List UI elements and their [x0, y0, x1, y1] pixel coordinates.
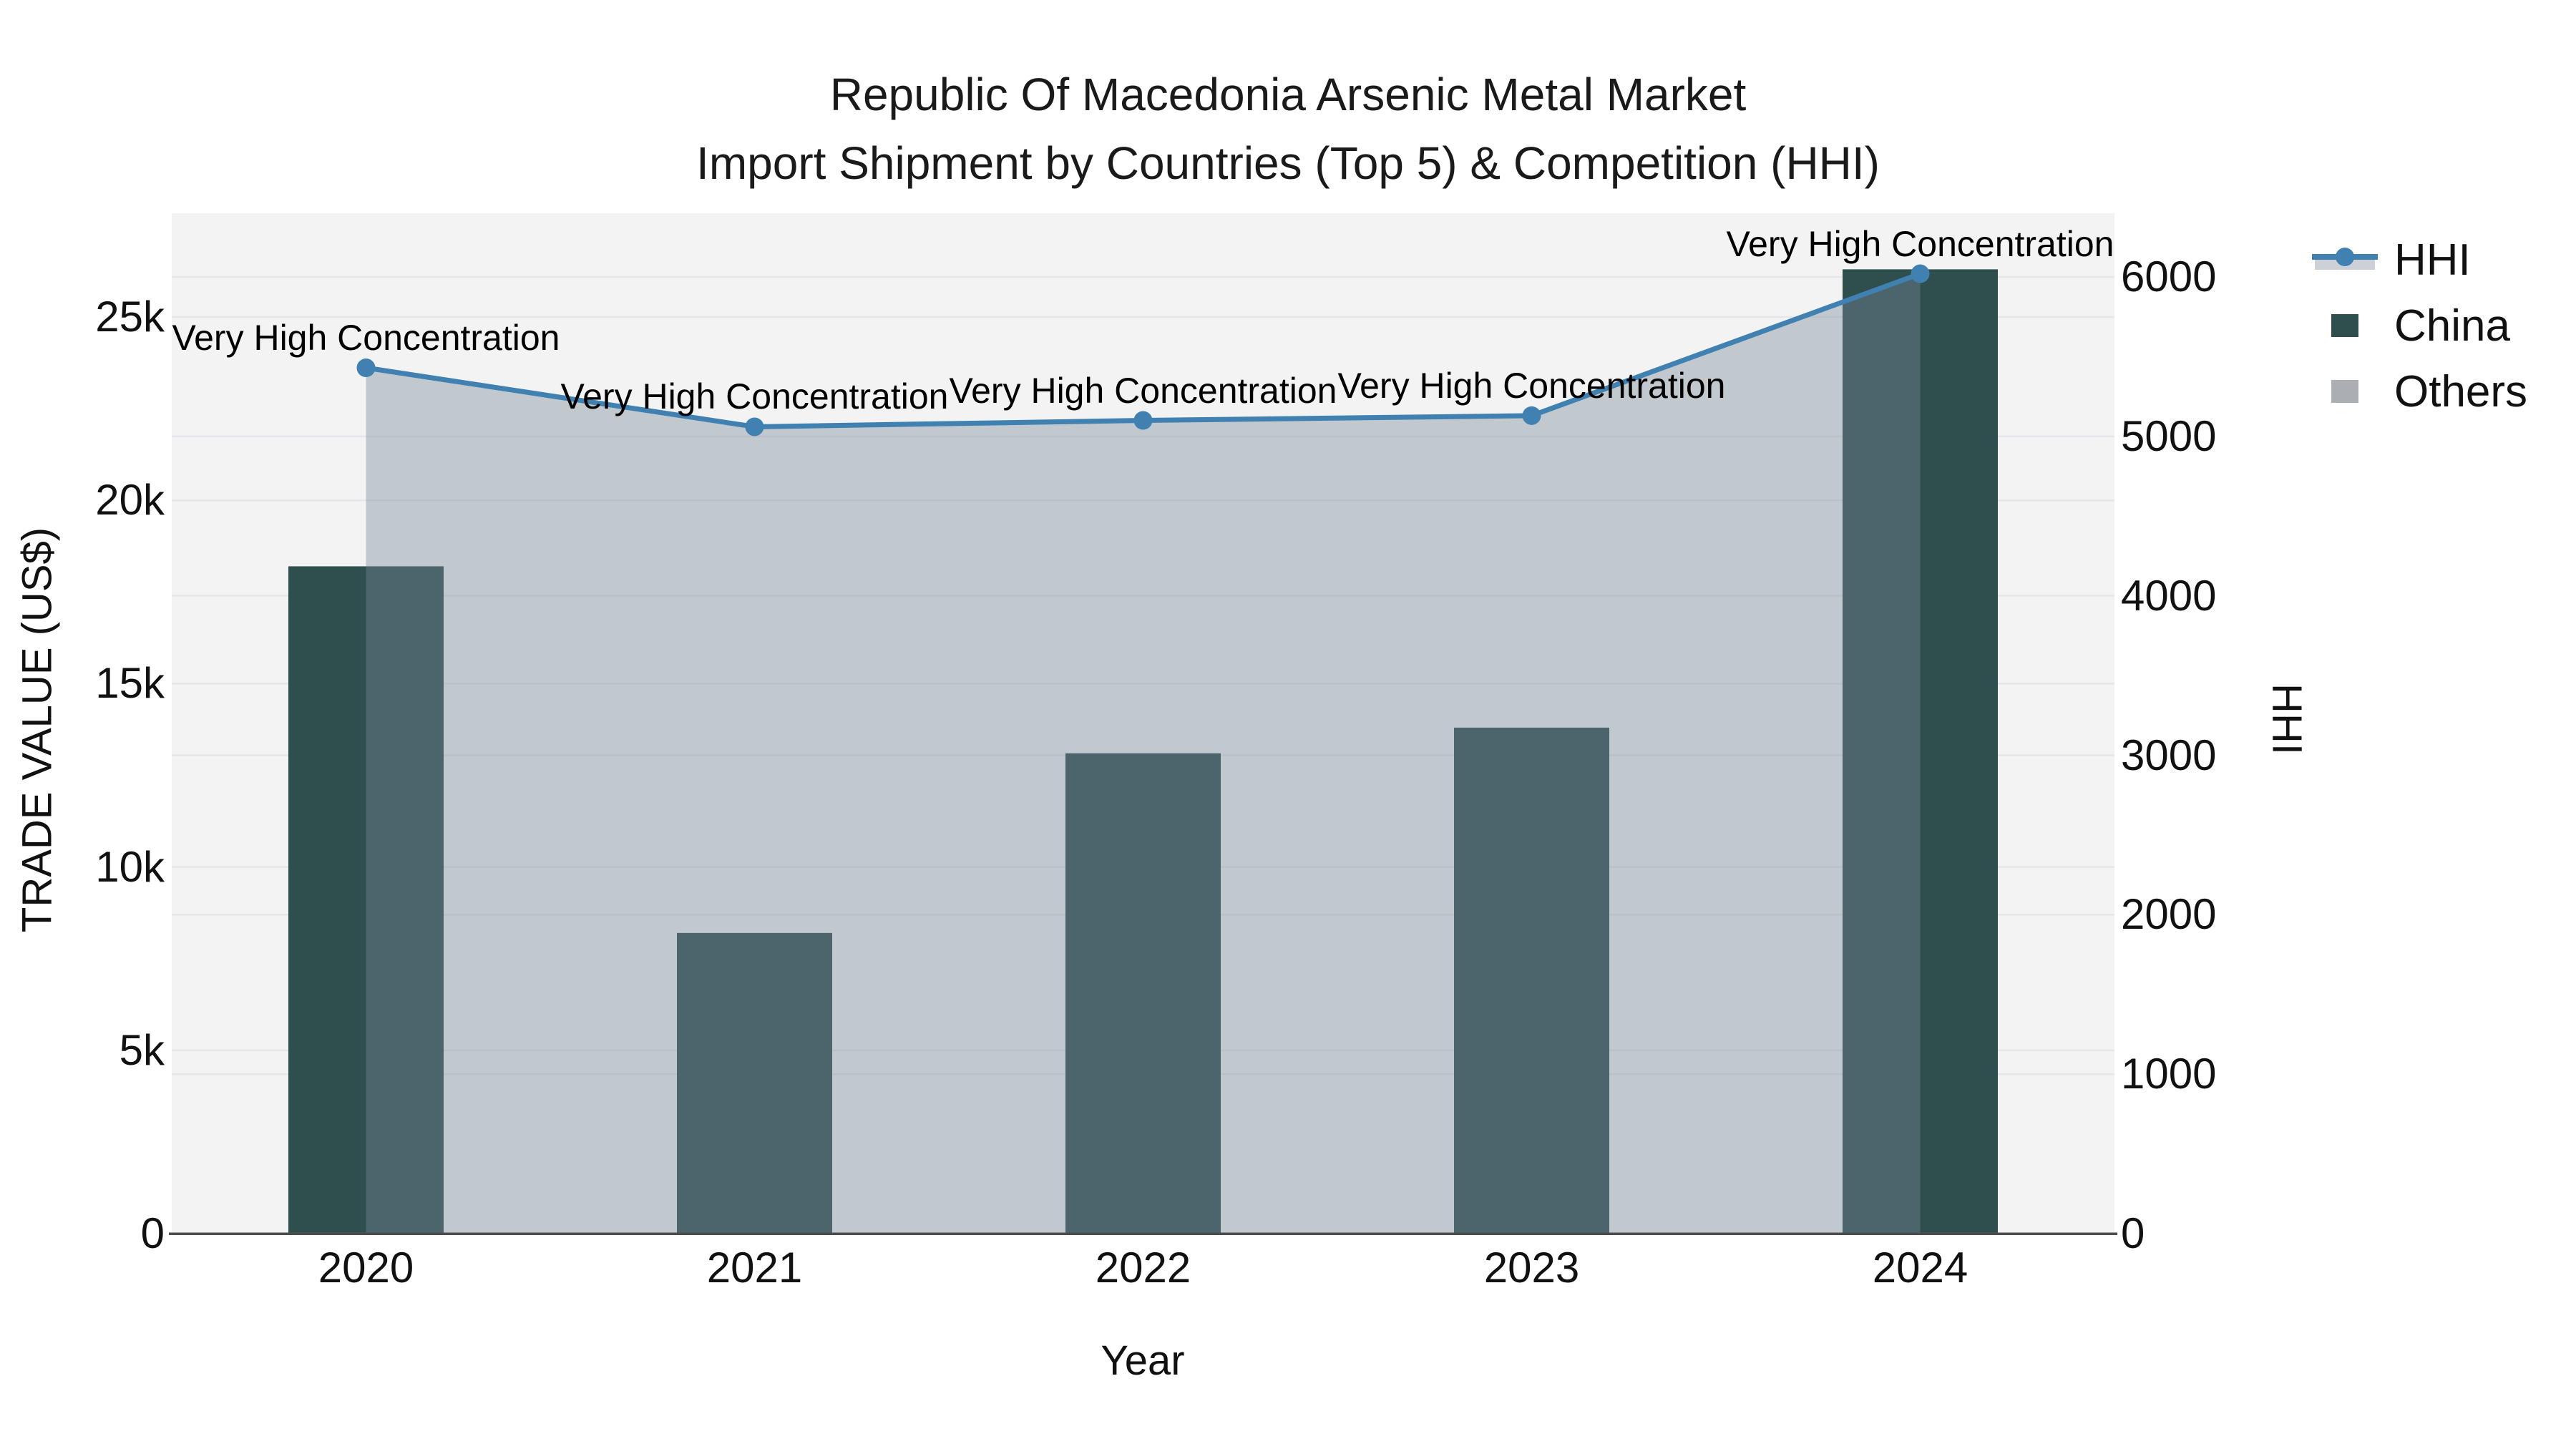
left-tick-25k: 25k	[95, 293, 165, 341]
left-tick-5k: 5k	[119, 1025, 165, 1074]
hhi-marker-2022[interactable]	[1133, 411, 1153, 430]
left-tick-0: 0	[140, 1209, 165, 1257]
hhi-marker-2024[interactable]	[1911, 264, 1930, 283]
x-tick-2022: 2022	[1095, 1244, 1191, 1292]
x-axis-line	[169, 1232, 2117, 1235]
legend-label-others: Others	[2394, 366, 2528, 416]
hhi-marker-2023[interactable]	[1522, 406, 1541, 425]
chart-title-line2: Import Shipment by Countries (Top 5) & C…	[696, 137, 1880, 189]
gridline-right-6000	[172, 275, 2114, 278]
x-tick-2020: 2020	[318, 1244, 414, 1292]
right-tick-6000: 6000	[2121, 253, 2217, 301]
right-tick-2000: 2000	[2121, 890, 2217, 939]
chart-title-line1: Republic Of Macedonia Arsenic Metal Mark…	[829, 69, 1747, 120]
bar-china-2021[interactable]	[677, 932, 832, 1234]
left-axis-title: TRADE VALUE (US$)	[14, 527, 61, 933]
annotation-2024: Very High Concentration	[1726, 223, 2114, 264]
right-tick-4000: 4000	[2121, 571, 2217, 620]
gridline-left-20000	[172, 499, 2114, 502]
legend-item-hhi[interactable]: HHI	[2306, 228, 2471, 292]
right-tick-3000: 3000	[2121, 731, 2217, 779]
x-tick-2024: 2024	[1872, 1244, 1968, 1292]
legend-label-china: China	[2394, 301, 2510, 351]
x-axis-title: Year	[1101, 1337, 1185, 1384]
legend-item-china[interactable]: China	[2306, 293, 2510, 358]
annotation-2021: Very High Concentration	[560, 376, 949, 417]
left-tick-10k: 10k	[95, 842, 165, 891]
left-tick-15k: 15k	[95, 659, 165, 708]
right-tick-1000: 1000	[2121, 1050, 2217, 1098]
x-tick-2021: 2021	[706, 1244, 803, 1292]
annotation-2023: Very High Concentration	[1337, 365, 1726, 406]
right-axis-title: HHI	[2263, 683, 2311, 755]
gridline-left-25000	[172, 316, 2114, 318]
bar-china-2023[interactable]	[1454, 727, 1609, 1234]
bar-china-2020[interactable]	[288, 566, 444, 1234]
bar-china-2024[interactable]	[1843, 269, 1998, 1234]
right-tick-5000: 5000	[2121, 411, 2217, 460]
left-tick-20k: 20k	[95, 476, 165, 525]
page-title: Republic Of Macedonia Arsenic Metal Mark…	[0, 60, 2576, 197]
china-swatch-icon	[2306, 314, 2384, 337]
right-tick-0: 0	[2121, 1209, 2145, 1257]
annotation-2022: Very High Concentration	[949, 370, 1337, 411]
gridline-right-5000	[172, 435, 2114, 438]
hhi-line-marker-icon	[2306, 248, 2384, 270]
hhi-marker-2020[interactable]	[356, 358, 376, 378]
others-swatch-icon	[2306, 380, 2384, 403]
x-tick-2023: 2023	[1483, 1244, 1580, 1292]
bar-china-2022[interactable]	[1065, 753, 1221, 1234]
area-others[interactable]	[366, 273, 1921, 1234]
annotation-2020: Very High Concentration	[172, 318, 560, 358]
gridline-left-15000	[172, 683, 2114, 685]
legend-label-hhi: HHI	[2394, 235, 2471, 285]
gridline-right-4000	[172, 595, 2114, 597]
legend-item-others[interactable]: Others	[2306, 359, 2527, 424]
hhi-marker-2021[interactable]	[745, 417, 764, 436]
